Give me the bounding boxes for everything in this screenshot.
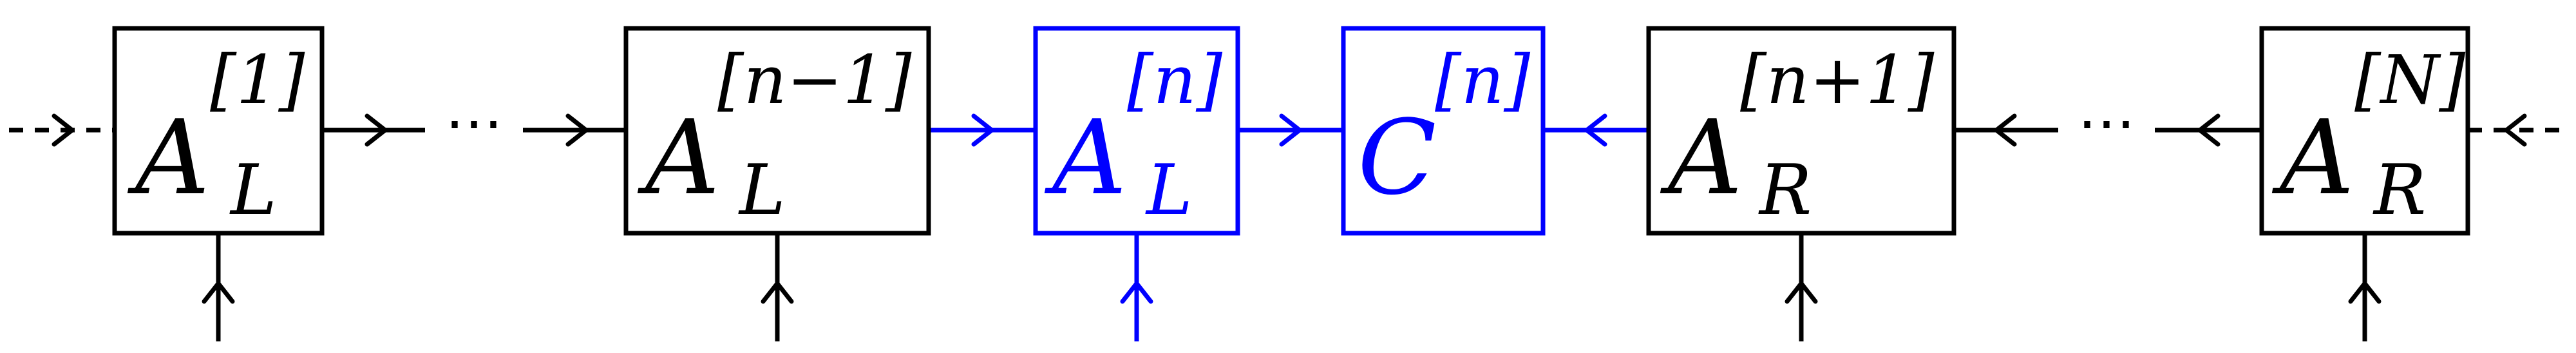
tensor-subscript: L bbox=[738, 150, 786, 231]
arrow-right-icon bbox=[52, 113, 75, 147]
tensor-box-a-l-1: A [1] L bbox=[112, 26, 325, 341]
tensor-box-a-l-n: A [n] L bbox=[1033, 26, 1240, 341]
tensor-letter: A bbox=[637, 97, 720, 218]
tensor-superscript: [1] bbox=[210, 41, 305, 119]
tensor-frame bbox=[1341, 26, 1546, 236]
tensor-box-a-r-n+1: A [n+1] R bbox=[1646, 26, 1956, 341]
arrow-left-icon bbox=[1584, 113, 1607, 147]
arrow-left-icon bbox=[2504, 113, 2527, 147]
tensor-superscript: [N] bbox=[2354, 41, 2466, 119]
tensor-letter: A bbox=[2271, 97, 2354, 218]
ellipsis-left: ⋯ bbox=[445, 90, 503, 157]
tensor-subscript: L bbox=[1145, 150, 1193, 231]
arrow-right-icon bbox=[1279, 113, 1302, 147]
arrow-left-icon bbox=[1994, 113, 2017, 147]
tensor-subscript: R bbox=[1758, 150, 1812, 231]
tensor-letter: C bbox=[1358, 97, 1436, 218]
arrow-right-icon bbox=[365, 113, 388, 147]
arrow-up-icon bbox=[1120, 281, 1153, 304]
arrow-up-icon bbox=[2348, 281, 2382, 304]
tensor-subscript: L bbox=[229, 150, 277, 231]
ellipsis-right: ⋯ bbox=[2078, 90, 2136, 157]
tensor-letter: A bbox=[1044, 97, 1127, 218]
arrow-up-icon bbox=[1785, 281, 1818, 304]
arrow-up-icon bbox=[761, 281, 794, 304]
tensor-box-a-l-n-1: A [n−1] L bbox=[623, 26, 931, 341]
tensor-superscript: [n−1] bbox=[717, 41, 912, 119]
arrow-left-icon bbox=[2197, 113, 2221, 147]
tensor-box-c-n: C [n] bbox=[1341, 26, 1546, 236]
bond-arrows bbox=[52, 113, 2527, 147]
tensor-box-a-r-N: A [N] R bbox=[2259, 26, 2470, 341]
tensor-superscript: [n+1] bbox=[1740, 41, 1935, 119]
tensor-letter: A bbox=[127, 97, 210, 218]
tensor-letter: A bbox=[1660, 97, 1743, 218]
tensor-superscript: [n] bbox=[1435, 41, 1531, 119]
arrow-right-icon bbox=[565, 113, 589, 147]
arrow-up-icon bbox=[202, 281, 235, 304]
tensor-subscript: R bbox=[2372, 150, 2426, 231]
tensor-superscript: [n] bbox=[1127, 41, 1223, 119]
arrow-right-icon bbox=[971, 113, 994, 147]
